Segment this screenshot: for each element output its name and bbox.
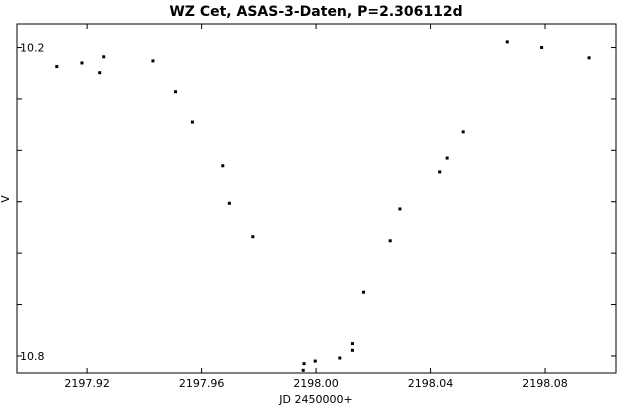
- data-point: [505, 40, 509, 44]
- x-tick-label: 2198.08: [522, 377, 568, 390]
- data-point: [227, 201, 231, 205]
- data-point: [350, 342, 354, 346]
- y-tick-label: 10.2: [20, 42, 45, 55]
- data-point: [461, 130, 465, 134]
- data-points: [55, 40, 591, 372]
- data-point: [301, 368, 305, 372]
- chart-title: WZ Cet, ASAS-3-Daten, P=2.306112d: [169, 4, 462, 20]
- data-point: [190, 120, 194, 124]
- data-point: [102, 55, 106, 59]
- data-point: [302, 362, 306, 366]
- x-tick-label: 2197.92: [64, 377, 110, 390]
- data-point: [350, 348, 354, 352]
- data-point: [445, 156, 449, 160]
- x-tick-label: 2197.96: [179, 377, 225, 390]
- y-axis-label: V: [0, 195, 12, 203]
- data-point: [313, 359, 317, 363]
- data-point: [438, 170, 442, 174]
- plot-frame: [16, 23, 617, 374]
- data-point: [98, 71, 102, 75]
- y-tick-label: 10.8: [20, 350, 45, 363]
- data-point: [388, 239, 392, 243]
- y-axis: 10.2 10.8: [17, 42, 616, 363]
- data-point: [80, 61, 84, 65]
- data-point: [151, 59, 155, 63]
- data-point: [540, 46, 544, 50]
- data-point: [174, 90, 178, 94]
- data-point: [362, 290, 366, 294]
- x-axis-label: JD 2450000+: [278, 393, 352, 406]
- data-point: [55, 65, 59, 69]
- x-axis: 2197.92 2197.96 2198.00 2198.04 2198.08: [64, 24, 568, 390]
- data-point: [398, 207, 402, 211]
- data-point: [587, 56, 591, 60]
- data-point: [221, 164, 225, 168]
- data-point: [338, 356, 342, 360]
- data-point: [251, 235, 255, 239]
- x-tick-label: 2198.00: [293, 377, 339, 390]
- x-tick-label: 2198.04: [408, 377, 454, 390]
